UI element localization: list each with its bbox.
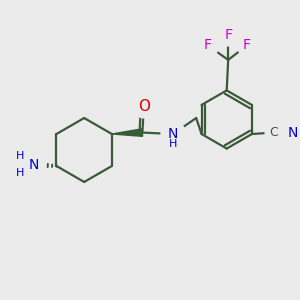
Text: C: C — [269, 126, 278, 139]
Text: N: N — [168, 127, 178, 141]
Text: F: F — [224, 28, 232, 42]
Text: H: H — [16, 168, 24, 178]
Text: H: H — [16, 152, 24, 161]
Text: N: N — [287, 126, 298, 140]
Text: O: O — [138, 99, 150, 114]
Text: F: F — [243, 38, 251, 52]
Text: H: H — [169, 139, 177, 149]
Text: F: F — [204, 38, 212, 52]
Text: N: N — [28, 158, 39, 172]
Polygon shape — [112, 129, 142, 136]
